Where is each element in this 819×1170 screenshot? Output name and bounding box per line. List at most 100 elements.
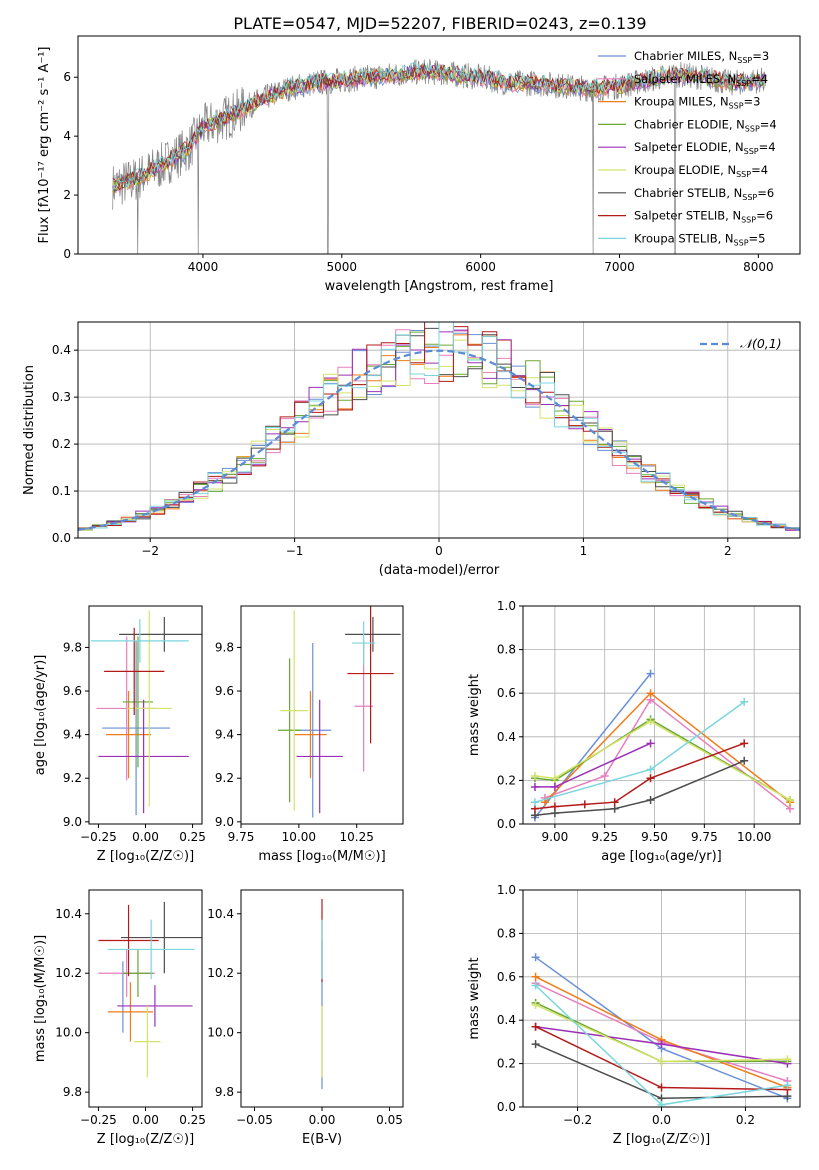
errorbar-point xyxy=(105,691,152,779)
y-tick-label: 0.0 xyxy=(497,1100,516,1114)
x-axis-label: E(B-V) xyxy=(302,1132,342,1147)
series-marker xyxy=(646,774,655,783)
errorbar-point xyxy=(294,691,327,779)
legend-label-suffix: =6 xyxy=(756,209,773,223)
legend-label-suffix: =6 xyxy=(757,186,774,200)
legend-label-suffix: =5 xyxy=(749,231,766,245)
legend-label: Chabrier STELIB, NSSP=6 xyxy=(634,186,774,202)
axes-frame xyxy=(77,35,801,255)
y-axis-label: Normed distribution xyxy=(22,365,37,495)
x-axis-label: mass [log₁₀(M/M☉)] xyxy=(258,849,385,864)
x-tick-label: −0.25 xyxy=(80,1113,117,1127)
series-marker xyxy=(783,1081,792,1090)
x-axis-label: Z [log₁₀(Z/Z☉)] xyxy=(97,1132,194,1147)
series-marker xyxy=(531,1022,540,1031)
x-tick-label: 9.25 xyxy=(591,830,618,844)
legend-entry: Chabrier MILES, NSSP=3 xyxy=(598,49,769,65)
errorbar-point xyxy=(122,949,154,998)
y-tick-label: 1.0 xyxy=(497,883,516,897)
x-tick-label: 5000 xyxy=(327,260,358,274)
y-tick-label: 1.0 xyxy=(497,599,516,613)
errorbar-point xyxy=(102,640,170,816)
series-marker xyxy=(657,1100,666,1107)
series-marker xyxy=(657,1083,666,1092)
x-tick-label: −1 xyxy=(286,544,304,558)
y-tick-label: 0.2 xyxy=(497,773,516,787)
chart-mass-vs-EBV: −0.05 0.00 0.05 9.8 10.0 10.2 10.4 E(B-V) xyxy=(207,889,404,1147)
chart-mass-vs-Z: −0.25 0.00 0.25 9.8 10.0 10.2 10.4 Z [log₁₀(Z/Z… xyxy=(33,889,206,1147)
series-marker xyxy=(657,1040,666,1049)
legend-label-sub: SSP xyxy=(737,56,752,65)
x-tick-label: 7000 xyxy=(604,260,635,274)
figure-title: PLATE=0547, MJD=52207, FIBERID=0243, z=0… xyxy=(233,14,646,33)
y-tick-label: 0.1 xyxy=(52,484,71,498)
legend-label: Kroupa ELODIE, NSSP=4 xyxy=(634,163,768,179)
legend-label-suffix: =4 xyxy=(751,163,768,177)
y-tick-label: 0.6 xyxy=(497,686,516,700)
chart-age-vs-Z: −0.25 0.00 0.25 9.0 9.2 9.4 9.6 9.8 Z [log₁₀(Z/Z… xyxy=(33,605,206,864)
series-marker xyxy=(646,689,655,698)
series-marker xyxy=(531,1001,540,1010)
errorbar-point xyxy=(352,621,376,665)
series-line xyxy=(534,673,652,818)
x-tick-label: 4000 xyxy=(188,260,219,274)
series-marker xyxy=(550,782,559,791)
legend-label: Chabrier ELODIE, NSSP=4 xyxy=(634,117,777,133)
y-tick-label: 10.2 xyxy=(55,966,82,980)
y-tick-label: 10.2 xyxy=(207,966,234,980)
x-axis-label: Z [log₁₀(Z/Z☉)] xyxy=(97,849,194,864)
y-tick-label: 9.2 xyxy=(63,771,82,785)
axes-frame xyxy=(77,321,801,539)
axes-frame xyxy=(88,605,203,825)
x-tick-label: 0.2 xyxy=(736,1113,755,1127)
y-tick-label: 9.8 xyxy=(215,1085,234,1099)
legend-label-sub: SSP xyxy=(734,238,749,247)
errorbar-point xyxy=(117,985,193,1027)
x-axis-label: wavelength [Angstrom, rest frame] xyxy=(325,279,554,294)
x-tick-label: 1 xyxy=(580,544,588,558)
y-tick-label: 0.2 xyxy=(52,437,71,451)
y-tick-label: 0.2 xyxy=(497,1057,516,1071)
x-tick-label: 9.00 xyxy=(542,830,569,844)
legend-label-suffix: =4 xyxy=(751,72,768,86)
legend-label: 𝒩(0,1) xyxy=(740,336,782,351)
axes-frame xyxy=(88,889,203,1108)
series-marker xyxy=(530,798,539,807)
y-tick-label: 9.6 xyxy=(215,684,234,698)
y-axis-label: mass weight xyxy=(467,674,482,756)
histogram-step-line xyxy=(78,322,800,538)
y-tick-label: 10.0 xyxy=(207,1026,234,1040)
errorbar-point xyxy=(119,616,202,652)
y-tick-label: 10.0 xyxy=(55,1026,82,1040)
y-tick-label: 9.4 xyxy=(215,728,234,742)
x-tick-label: 2 xyxy=(724,544,732,558)
chart-mass-weight-vs-age: 9.00 9.25 9.50 9.75 10.00 0.0 0.2 0.4 0.6 0.8 1.0 a… xyxy=(467,599,801,864)
legend-label: Kroupa STELIB, NSSP=5 xyxy=(634,231,765,247)
axes-frame xyxy=(522,889,801,1108)
x-tick-label: 0.25 xyxy=(179,830,206,844)
plot-area xyxy=(531,953,792,1107)
y-tick-label: 9.0 xyxy=(63,815,82,829)
observed-spectrum-line xyxy=(112,59,766,254)
errorbar-point xyxy=(345,616,401,652)
series-marker xyxy=(530,772,539,781)
x-tick-label: −0.25 xyxy=(80,830,117,844)
legend-entry: Salpeter MILES, NSSP=4 xyxy=(598,72,768,88)
legend-label-suffix: =4 xyxy=(759,140,776,154)
errorbar-point xyxy=(296,699,343,814)
x-tick-label: 0.00 xyxy=(132,1113,159,1127)
y-tick-label: 4 xyxy=(63,129,71,143)
chart-residual-histogram: −2 −1 0 1 2 0.0 0.1 0.2 0.3 0.4 (data-model)/error… xyxy=(22,321,801,578)
legend-label-sub: SSP xyxy=(741,216,756,225)
series-marker xyxy=(783,1055,792,1064)
y-tick-label: 0.6 xyxy=(497,970,516,984)
x-tick-label: 9.50 xyxy=(641,830,668,844)
errorbar-point xyxy=(121,901,202,974)
x-axis-label: (data-model)/error xyxy=(379,563,500,578)
errorbar-point xyxy=(122,636,154,768)
y-tick-label: 0.3 xyxy=(52,390,71,404)
errorbar-point xyxy=(278,658,302,803)
series-marker xyxy=(646,796,655,805)
x-axis-label: Z [log₁₀(Z/Z☉)] xyxy=(613,1132,710,1147)
errorbar-point xyxy=(126,610,172,807)
